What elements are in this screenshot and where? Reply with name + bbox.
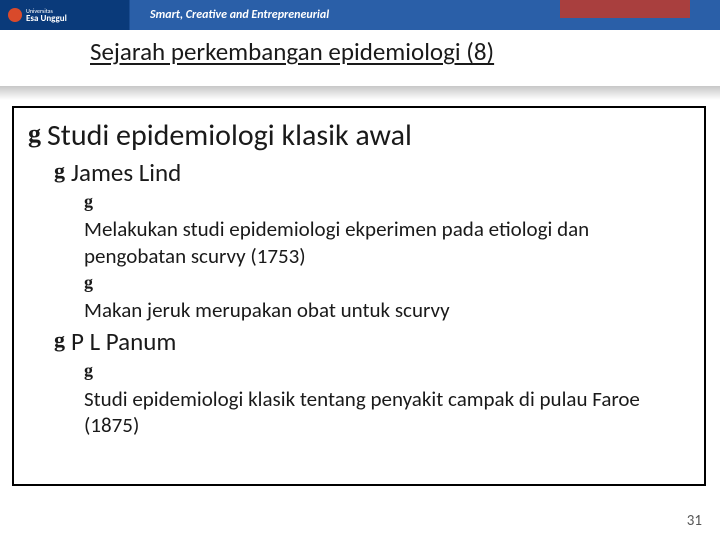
tagline: Smart, Creative and Entrepreneurial [150, 8, 329, 22]
bullet-icon: g [28, 118, 41, 149]
bullet-icon: g [84, 271, 93, 294]
accent-bar [560, 0, 690, 18]
logo-area: Universitas Esa Unggul [0, 8, 130, 23]
bullet-icon: g [84, 190, 93, 213]
lvl1-text: Studi epidemiologi klasik awal [47, 117, 412, 154]
bullet-lvl3: g Makan jeruk merupakan obat untuk scurvy [84, 271, 690, 324]
page-number: 31 [687, 512, 702, 530]
lvl2-text: James Lind [71, 157, 181, 188]
lvl3-text: Melakukan studi epidemiologi ekperimen p… [84, 216, 674, 269]
bullet-icon: g [54, 327, 65, 353]
bullet-icon: g [84, 359, 93, 382]
header-bar: Universitas Esa Unggul Smart, Creative a… [0, 0, 720, 30]
university-name: Esa Unggul [26, 13, 67, 24]
bullet-lvl1: gStudi epidemiologi klasik awal [28, 118, 690, 154]
logo-text: Universitas Esa Unggul [26, 8, 67, 23]
lvl3-text: Makan jeruk merupakan obat untuk scurvy [84, 297, 674, 323]
bullet-lvl3: g Studi epidemiologi klasik tentang penya… [84, 359, 690, 438]
content-box: gStudi epidemiologi klasik awal gJames L… [12, 106, 706, 486]
bullet-lvl3: g Melakukan studi epidemiologi ekperimen … [84, 190, 690, 269]
slide: Universitas Esa Unggul Smart, Creative a… [0, 0, 720, 540]
bullet-lvl2: gJames Lind [54, 158, 690, 188]
bullet-lvl2: gP L Panum [54, 327, 690, 357]
lvl2-text: P L Panum [71, 326, 176, 357]
logo-icon [8, 8, 22, 22]
slide-title: Sejarah perkembangan epidemiologi (8) [90, 36, 494, 67]
title-area: Sejarah perkembangan epidemiologi (8) [0, 30, 720, 86]
title-shadow [0, 86, 720, 100]
lvl3-text: Studi epidemiologi klasik tentang penyak… [84, 386, 674, 439]
bullet-icon: g [54, 158, 65, 184]
